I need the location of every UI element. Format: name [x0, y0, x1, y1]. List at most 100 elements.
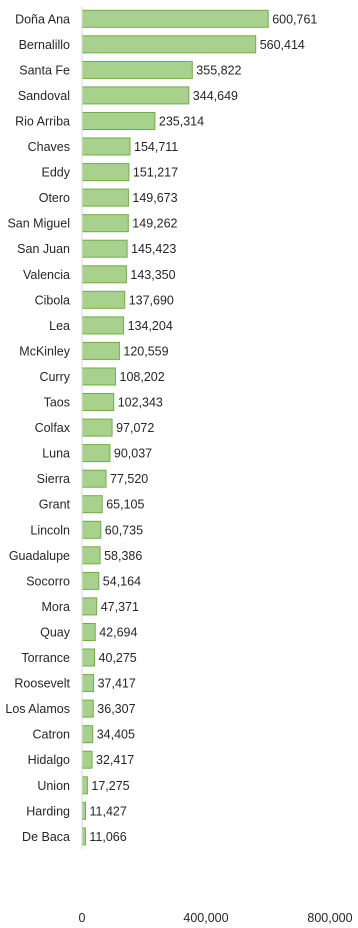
bar-torrance: [81, 648, 95, 667]
value-label-catron: 34,405: [97, 728, 135, 742]
value-label-curry: 108,202: [120, 370, 165, 384]
value-label-mckinley: 120,559: [123, 344, 168, 358]
category-label-sandoval: Sandoval: [18, 89, 70, 103]
category-label-quay: Quay: [40, 626, 71, 640]
bar-harding: [81, 801, 86, 820]
category-label-sierra: Sierra: [37, 472, 70, 486]
value-label-union: 17,275: [91, 779, 129, 793]
value-label-otero: 149,673: [132, 191, 177, 205]
category-label-mckinley: McKinley: [19, 344, 70, 358]
bar-do-a-ana: [81, 9, 269, 28]
bar-eddy: [81, 163, 130, 182]
category-label-chaves: Chaves: [28, 140, 70, 154]
category-label-hidalgo: Hidalgo: [28, 753, 70, 767]
value-label-luna: 90,037: [114, 447, 152, 461]
category-label-rio-arriba: Rio Arriba: [15, 115, 70, 129]
value-label-harding: 11,427: [90, 804, 127, 818]
bar-hidalgo: [81, 750, 93, 769]
category-label-taos: Taos: [44, 396, 70, 410]
category-label-lincoln: Lincoln: [30, 523, 70, 537]
bar-sierra: [81, 469, 107, 488]
category-label-socorro: Socorro: [26, 574, 70, 588]
value-label-bernalillo: 560,414: [260, 38, 305, 52]
category-label-eddy: Eddy: [42, 166, 71, 180]
bar-socorro: [81, 571, 100, 590]
value-label-valencia: 143,350: [130, 268, 175, 282]
value-label-chaves: 154,711: [134, 140, 178, 154]
category-label-otero: Otero: [39, 191, 70, 205]
bar-curry: [81, 367, 116, 386]
bar-cibola: [81, 290, 126, 309]
bar-union: [81, 776, 88, 795]
value-label-eddy: 151,217: [133, 166, 178, 180]
value-label-lincoln: 60,735: [105, 523, 143, 537]
bar-guadalupe: [81, 546, 101, 565]
value-label-lea: 134,204: [128, 319, 173, 333]
bar-mora: [81, 597, 98, 616]
category-label-harding: Harding: [26, 804, 70, 818]
value-label-santa-fe: 355,822: [196, 63, 241, 77]
category-label-roosevelt: Roosevelt: [14, 677, 70, 691]
category-label-curry: Curry: [39, 370, 70, 384]
category-label-cibola: Cibola: [35, 293, 70, 307]
value-label-hidalgo: 32,417: [96, 753, 134, 767]
value-label-san-miguel: 149,262: [132, 217, 177, 231]
value-labels: 600,761 560,414 355,822 344,649 235,314 154,7…: [89, 12, 317, 844]
value-label-sierra: 77,520: [110, 472, 148, 486]
category-label-colfax: Colfax: [35, 421, 71, 435]
value-label-grant: 65,105: [106, 498, 144, 512]
value-label-socorro: 54,164: [103, 574, 141, 588]
x-tick-label-1: 400,000: [183, 911, 228, 925]
value-label-mora: 47,371: [101, 600, 139, 614]
value-label-de-baca: 11,066: [89, 830, 126, 844]
category-label-valencia: Valencia: [23, 268, 70, 282]
bar-catron: [81, 725, 94, 744]
category-label-lea: Lea: [49, 319, 70, 333]
bar-taos: [81, 393, 115, 411]
bar-los-alamos: [81, 699, 94, 718]
category-label-torrance: Torrance: [21, 651, 70, 665]
value-label-guadalupe: 58,386: [104, 549, 142, 563]
bar-quay: [81, 623, 96, 641]
value-label-taos: 102,343: [118, 396, 163, 410]
bar-luna: [81, 444, 111, 463]
category-label-mora: Mora: [42, 600, 71, 614]
bar-san-miguel: [81, 214, 129, 233]
category-label-union: Union: [37, 779, 70, 793]
value-label-los-alamos: 36,307: [97, 702, 135, 716]
category-label-san-juan: San Juan: [17, 242, 70, 256]
bar-lea: [81, 316, 125, 335]
value-label-torrance: 40,275: [99, 651, 137, 665]
value-label-sandoval: 344,649: [193, 89, 238, 103]
category-labels: Doña Ana Bernalillo Santa Fe Sandoval Rio Ar…: [5, 12, 70, 844]
value-label-rio-arriba: 235,314: [159, 115, 204, 129]
x-tick-label-0: 0: [79, 911, 86, 925]
category-label-guadalupe: Guadalupe: [9, 549, 70, 563]
x-tick-label-2: 800,000: [307, 911, 352, 925]
category-label-luna: Luna: [42, 447, 70, 461]
category-label-san-miguel: San Miguel: [7, 217, 70, 231]
bar-series: [81, 9, 269, 846]
value-label-colfax: 97,072: [116, 421, 154, 435]
category-label-de-baca: De Baca: [22, 830, 70, 844]
bar-grant: [81, 495, 103, 514]
bar-valencia: [81, 265, 127, 284]
bar-de-baca: [81, 827, 86, 846]
value-label-quay: 42,694: [99, 626, 137, 640]
category-label-do-a-ana: Doña Ana: [15, 12, 70, 26]
bar-chaves: [81, 137, 131, 156]
category-label-bernalillo: Bernalillo: [19, 38, 70, 52]
bar-roosevelt: [81, 674, 95, 693]
bar-bernalillo: [81, 35, 257, 54]
value-label-san-juan: 145,423: [131, 242, 176, 256]
bar-mckinley: [81, 341, 120, 360]
category-label-los-alamos: Los Alamos: [5, 702, 70, 716]
x-axis-tick-labels: 0 400,000 800,000: [79, 911, 353, 925]
bar-sandoval: [81, 86, 190, 105]
value-label-do-a-ana: 600,761: [272, 12, 317, 26]
value-label-cibola: 137,690: [129, 293, 174, 307]
category-label-grant: Grant: [39, 498, 71, 512]
bar-santa-fe: [81, 60, 193, 79]
category-label-santa-fe: Santa Fe: [19, 63, 70, 77]
